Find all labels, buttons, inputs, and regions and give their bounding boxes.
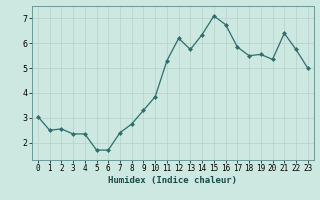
X-axis label: Humidex (Indice chaleur): Humidex (Indice chaleur) xyxy=(108,176,237,185)
